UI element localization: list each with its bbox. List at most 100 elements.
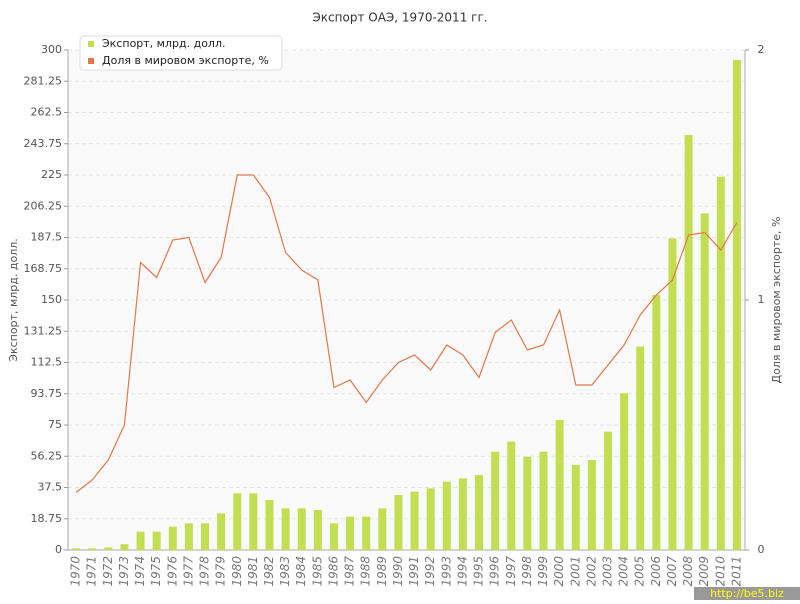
x-tick-label: 1976 (165, 556, 179, 587)
y2-axis-title: Доля в мировом экспорте, % (770, 217, 783, 384)
x-tick-label: 2011 (729, 556, 743, 587)
x-tick-label: 1999 (536, 556, 550, 587)
x-tick-label: 1975 (149, 556, 163, 587)
y2-tick-label: 0 (758, 543, 765, 556)
y2-tick-label: 2 (758, 43, 765, 56)
y-tick-label: 243.75 (24, 137, 63, 150)
chart-title: Экспорт ОАЭ, 1970-2011 гг. (312, 11, 487, 25)
bar (523, 456, 532, 550)
y-axis-title: Экспорт, млрд. долл. (7, 238, 20, 361)
bar (620, 393, 629, 550)
x-tick-label: 2010 (713, 556, 727, 587)
bar (732, 60, 741, 550)
bar (329, 523, 338, 550)
bar (410, 491, 419, 550)
x-tick-label: 2008 (681, 556, 695, 587)
x-tick-label: 2004 (617, 556, 631, 587)
x-tick-label: 1992 (423, 556, 437, 587)
legend-box (79, 35, 283, 71)
y-tick-label: 206.25 (24, 199, 63, 212)
x-tick-label: 1972 (101, 556, 115, 587)
bar (700, 213, 709, 551)
x-tick-label: 1983 (278, 556, 292, 587)
y-tick-label: 187.5 (31, 231, 63, 244)
y-tick-label: 262.5 (31, 106, 63, 119)
bar (636, 346, 645, 550)
bar (136, 531, 145, 550)
x-tick-label: 2005 (633, 556, 647, 587)
x-tick-label: 2006 (649, 556, 663, 587)
y2-tick-label: 1 (758, 293, 765, 306)
bar (362, 516, 371, 550)
x-tick-label: 1971 (85, 556, 99, 587)
bar (491, 451, 500, 550)
bar (346, 516, 355, 550)
bar (281, 508, 290, 550)
bar (297, 508, 306, 550)
x-tick-label: 1978 (198, 556, 212, 587)
y-tick-label: 300 (41, 43, 62, 56)
x-tick-label: 1985 (310, 556, 324, 587)
y-tick-label: 225 (41, 168, 62, 181)
bar (394, 495, 403, 550)
bar (684, 135, 693, 550)
x-tick-label: 1977 (181, 556, 195, 587)
bar (539, 451, 548, 550)
bar (88, 548, 97, 550)
x-tick-label: 2009 (697, 556, 711, 587)
legend-marker (88, 58, 94, 64)
x-tick-label: 1982 (262, 556, 276, 587)
y-tick-label: 56.25 (31, 449, 63, 462)
x-tick-label: 1974 (133, 556, 147, 587)
x-tick-label: 2002 (584, 556, 598, 587)
bar (168, 526, 177, 550)
x-tick-label: 2001 (568, 556, 582, 587)
bar (507, 441, 516, 550)
x-tick-label: 1995 (472, 556, 486, 587)
bar (120, 544, 129, 550)
x-tick-label: 1984 (294, 556, 308, 587)
bar (217, 513, 226, 550)
watermark: http://be5.biz (710, 587, 784, 600)
bar (313, 510, 322, 550)
x-tick-label: 1993 (439, 556, 453, 587)
y-tick-label: 93.75 (31, 387, 63, 400)
x-tick-label: 1988 (359, 556, 373, 587)
x-tick-label: 1970 (69, 556, 83, 587)
bar (184, 523, 193, 550)
bar (378, 508, 387, 550)
x-tick-label: 1990 (391, 556, 405, 587)
bar (233, 493, 242, 550)
bar (716, 176, 725, 550)
bar (458, 478, 467, 550)
x-tick-label: 1997 (504, 556, 518, 587)
y-tick-label: 131.25 (24, 324, 63, 337)
bar (652, 295, 661, 550)
y-tick-label: 281.25 (24, 74, 63, 87)
bar (668, 238, 677, 551)
y-tick-label: 0 (55, 543, 62, 556)
bar (475, 475, 484, 550)
bar (603, 431, 612, 550)
bar (571, 465, 580, 550)
x-tick-label: 2003 (600, 556, 614, 587)
x-tick-label: 2007 (665, 556, 679, 587)
bar (426, 488, 435, 550)
bar (152, 531, 161, 550)
x-tick-label: 1979 (214, 556, 228, 587)
bar (442, 481, 451, 550)
x-tick-label: 1991 (407, 556, 421, 587)
y-tick-label: 18.75 (31, 512, 63, 525)
x-tick-label: 1998 (520, 556, 534, 587)
y-tick-label: 168.75 (24, 262, 63, 275)
bar (201, 523, 210, 550)
bar (249, 493, 258, 550)
y-tick-label: 150 (41, 293, 62, 306)
y-tick-label: 112.5 (31, 356, 63, 369)
y-tick-label: 75 (48, 418, 62, 431)
x-tick-label: 1987 (343, 556, 357, 587)
bar (104, 547, 113, 550)
x-tick-label: 1989 (375, 556, 389, 587)
legend-marker (88, 41, 94, 47)
